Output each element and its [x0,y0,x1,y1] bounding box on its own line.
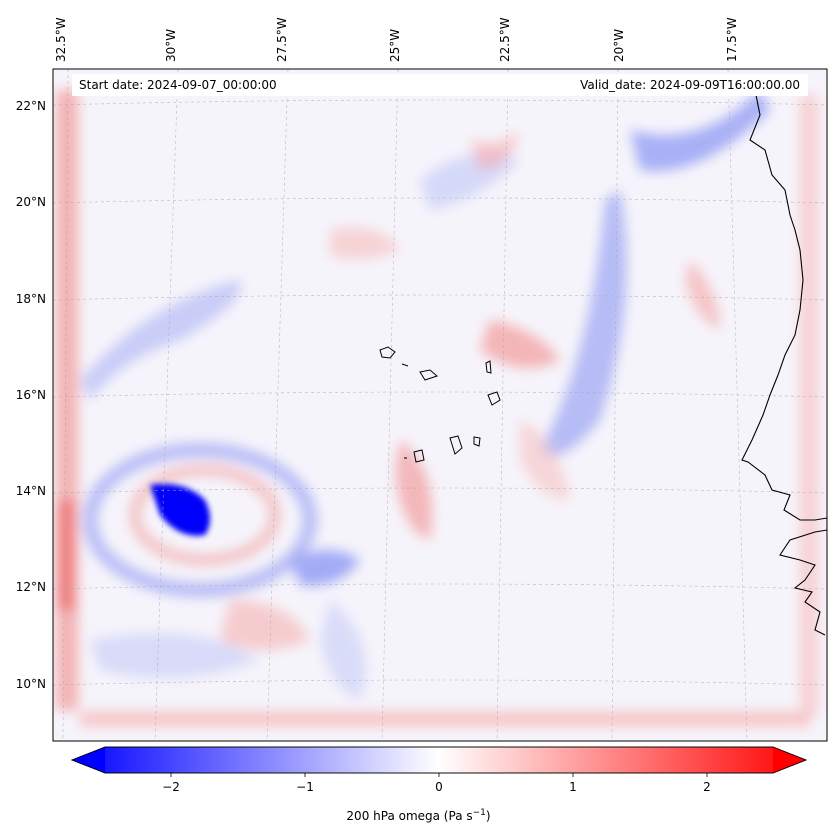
valid-date-label: Valid_date: 2024-09-09T16:00:00.00 [580,78,800,92]
colorbar-label: 200 hPa omega (Pa s−1) [0,808,837,823]
lat-label-16n: 16°N [15,388,46,402]
lon-label-22-5w: 22.5°W [498,17,512,62]
lon-label-17-5w: 17.5°W [725,17,739,62]
colorbar-tick-1: 1 [569,780,577,794]
colorbar-tick-2: 2 [703,780,711,794]
lon-label-30w: 30°W [164,28,178,62]
lon-label-20w: 20°W [612,28,626,62]
colorbar [70,746,808,777]
colorbar-tick-neg2: −2 [162,780,180,794]
colorbar-label-tail: ) [485,809,491,823]
lat-label-10n: 10°N [15,677,46,691]
colorbar-label-exponent: −1 [472,808,486,818]
lat-label-12n: 12°N [15,580,46,594]
start-date-label: Start date: 2024-09-07_00:00:00 [79,78,277,92]
header-strip [72,74,808,96]
lon-label-32-5w: 32.5°W [54,17,68,62]
lat-label-20n: 20°N [15,195,46,209]
lon-label-27-5w: 27.5°W [275,17,289,62]
map-frame [52,68,828,742]
cape-verde-islands [379,346,501,463]
lat-label-14n: 14°N [15,484,46,498]
lon-label-25w: 25°W [388,28,402,62]
lat-label-18n: 18°N [15,292,46,306]
lat-label-22n: 22°N [15,99,46,113]
omega-field [53,69,827,741]
coastline-africa [741,89,827,636]
colorbar-label-text: 200 hPa omega (Pa s [346,809,473,823]
colorbar-tick-neg1: −1 [296,780,314,794]
colorbar-tick-0: 0 [435,780,443,794]
graticule [53,69,827,741]
